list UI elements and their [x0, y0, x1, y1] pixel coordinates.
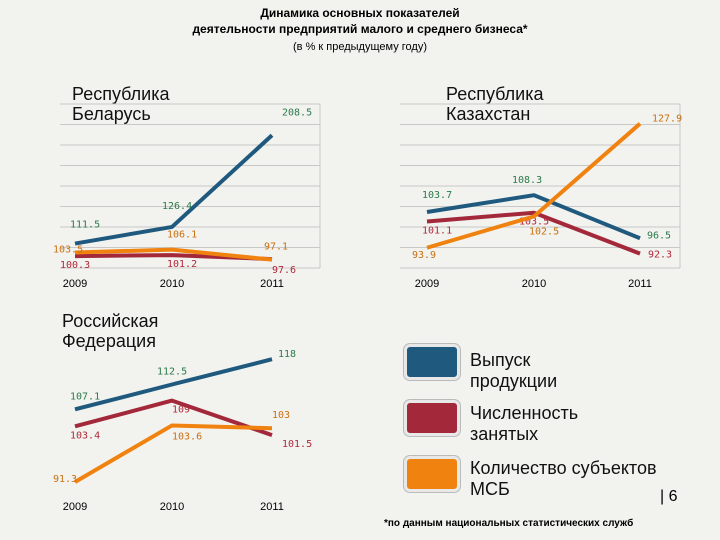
data-label-employment: 92.3: [648, 250, 672, 261]
data-label-employment: 101.5: [282, 439, 312, 450]
series-line-output: [74, 133, 274, 246]
data-label-entities: 102.5: [529, 226, 559, 237]
data-label-entities: 103.6: [172, 431, 202, 442]
belarus-title-line2: Беларусь: [72, 104, 151, 124]
data-label-output: 112.5: [157, 367, 187, 378]
kazakhstan-title: Республика Казахстан: [446, 84, 544, 124]
kazakhstan-title-line1: Республика: [446, 84, 544, 104]
footnote: *по данным национальных статистических с…: [384, 518, 634, 529]
data-label-employment: 100.3: [60, 260, 90, 271]
series-line-entities: [73, 423, 273, 484]
russia-title: Российская Федерация: [62, 311, 158, 351]
x-tick-label: 2009: [63, 278, 87, 290]
data-label-output: 126.4: [162, 201, 192, 212]
belarus-chart: 111.5 126.4 208.5 100.3 101.2 97.6 103.5 106.1 9…: [53, 103, 321, 290]
data-label-employment: 101.2: [167, 259, 197, 270]
data-label-output: 111.5: [70, 220, 100, 231]
x-tick-label: 2009: [63, 501, 87, 513]
kazakhstan-chart: 103.7 108.3 96.5 101.1 103.5 92.3 93.9 102.5 127…: [400, 103, 682, 290]
data-label-output: 208.5: [282, 107, 312, 118]
data-label-output: 96.5: [647, 230, 671, 241]
data-label-output: 108.3: [512, 175, 542, 186]
data-label-employment: 109: [172, 405, 190, 416]
data-label-employment: 103.4: [70, 430, 100, 441]
russia-chart: 107.1 112.5 118 103.4 109 101.5 91.3 103.6 103 20…: [53, 349, 312, 513]
data-label-output: 118: [278, 349, 296, 360]
series-line-output: [426, 193, 641, 241]
legend-swatch-entities: [404, 456, 460, 492]
data-label-output: 107.1: [70, 391, 100, 402]
x-tick-label: 2010: [522, 278, 546, 290]
x-tick-label: 2009: [415, 278, 439, 290]
series-line-entities: [426, 122, 642, 250]
data-label-entities: 127.9: [652, 114, 682, 125]
x-tick-label: 2010: [160, 278, 184, 290]
data-label-entities: 103.5: [53, 245, 83, 256]
x-tick-label: 2010: [160, 501, 184, 513]
data-label-entities: 103: [272, 410, 290, 421]
belarus-title: Республика Беларусь: [72, 84, 170, 124]
data-label-entities: 106.1: [167, 230, 197, 241]
legend-swatch-output: [404, 344, 460, 380]
data-label-entities: 97.1: [264, 242, 288, 253]
belarus-title-line1: Республика: [72, 84, 170, 104]
series-line-employment: [426, 210, 641, 256]
russia-title-line1: Российская: [62, 311, 159, 331]
series-line-entities: [74, 247, 273, 262]
kazakhstan-title-line2: Казахстан: [446, 104, 531, 124]
data-label-employment: 97.6: [272, 265, 296, 276]
data-label-output: 103.7: [422, 190, 452, 201]
series-line-employment: [74, 398, 273, 437]
chart-title-line2: деятельности предприятий малого и средне…: [192, 22, 528, 36]
legend-label-entities: Количество субъектов МСБ: [470, 458, 657, 499]
chart-subtitle: (в % к предыдущему году): [293, 41, 427, 53]
legend-label-employment: Численность занятых: [470, 403, 579, 444]
page-number: | 6: [660, 488, 678, 505]
series-line-output: [74, 357, 273, 412]
x-tick-label: 2011: [260, 501, 284, 513]
legend-label-output: Выпуск продукции: [470, 350, 558, 391]
data-label-entities: 93.9: [412, 250, 436, 261]
data-label-employment: 101.1: [422, 225, 452, 236]
chart-title-line1: Динамика основных показателей: [260, 6, 460, 20]
data-label-employment: 103.5: [519, 217, 549, 228]
x-tick-label: 2011: [260, 278, 284, 290]
data-label-entities: 91.3: [53, 474, 77, 485]
x-tick-label: 2011: [628, 278, 652, 290]
russia-title-line2: Федерация: [62, 331, 156, 351]
legend-swatch-employment: [404, 400, 460, 436]
